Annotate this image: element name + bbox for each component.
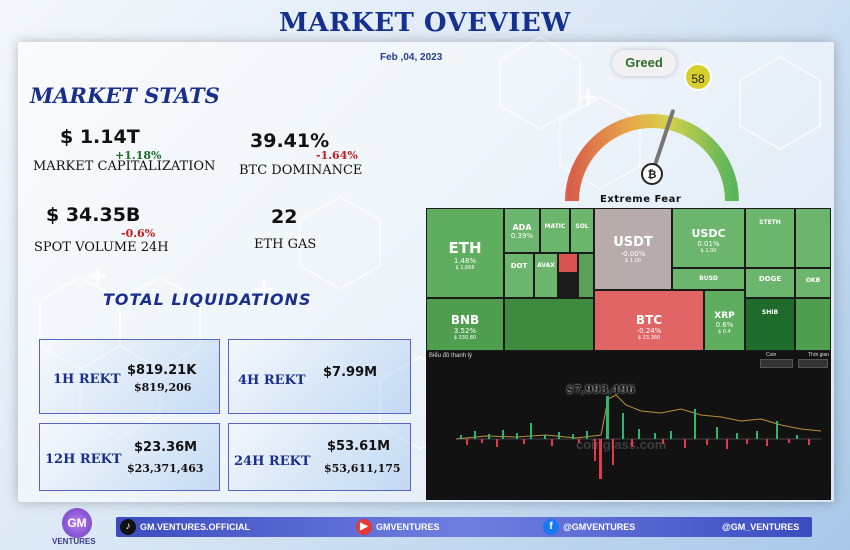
heatmap-tile-usdt[interactable]: USDT -0.00% $ 1.00 xyxy=(594,208,672,290)
time-select[interactable] xyxy=(798,359,828,368)
heatmap-small-coins xyxy=(504,298,594,351)
heatmap-tile-sol[interactable]: SOL xyxy=(570,208,594,253)
heatmap-tile-eth[interactable]: ETH 1.48% $ 1,666 xyxy=(426,208,504,298)
facebook-handle[interactable]: @GMVENTURES xyxy=(563,522,636,532)
liq-big-1h: $819.21K xyxy=(127,363,197,378)
liq-label-1h: 1H REKT xyxy=(53,372,121,387)
liq-bars xyxy=(455,394,822,479)
btc-dominance-stat: 39.41% xyxy=(250,130,329,152)
tiktok-handle[interactable]: GM.VENTURES.OFFICIAL xyxy=(140,522,250,532)
liq-label-12h: 12H REKT xyxy=(45,452,122,467)
liq-box-12h xyxy=(39,423,220,491)
heatmap-tile-misc-1[interactable] xyxy=(795,208,831,268)
liq-small-12h: $23,371,463 xyxy=(127,462,204,475)
heatmap-tile-doge[interactable]: DOGE xyxy=(745,268,795,298)
heatmap-tile-xrp[interactable]: XRP 0.6% $ 0.4 xyxy=(704,290,745,351)
gauge-arc xyxy=(565,114,739,202)
btc-dominance-change: -1.64% xyxy=(316,149,358,162)
market-cap-stat: $ 1.14T xyxy=(60,126,140,148)
liq-chart-annotation: $7,993,496 xyxy=(566,383,635,396)
liq-box-1h xyxy=(39,339,220,414)
extreme-fear-label: Extreme Fear xyxy=(600,194,682,205)
footer-bar xyxy=(116,517,812,537)
liq-big-4h: $7.99M xyxy=(323,365,378,380)
spot-volume-change: -0.6% xyxy=(121,227,156,240)
liq-big-12h: $23.36M xyxy=(134,440,198,455)
heatmap-tile-ada[interactable]: ADA 0.39% xyxy=(504,208,540,253)
liq-chart-title: Biểu đồ thanh lý xyxy=(429,353,473,359)
svg-text:₿: ₿ xyxy=(648,168,657,181)
gauge-needle xyxy=(650,109,675,176)
liquidations-title: TOTAL LIQUIDATIONS xyxy=(103,290,312,309)
heatmap-tile-dot[interactable]: DOT xyxy=(504,253,534,298)
eth-gas-label: ETH GAS xyxy=(254,237,317,252)
eth-gas-value: 22 xyxy=(271,206,298,228)
heatmap-tile-busd[interactable]: BUSD xyxy=(672,268,745,290)
heatmap-tile-matic[interactable]: MATIC xyxy=(540,208,570,253)
heatmap-tile-small-red[interactable] xyxy=(558,253,578,273)
liq-big-24h: $53.61M xyxy=(327,439,391,454)
brand-name: VENTURES xyxy=(52,537,96,546)
tiktok-icon[interactable]: ♪ xyxy=(120,519,136,535)
heatmap-tile-okb[interactable]: OKB xyxy=(795,268,831,298)
youtube-handle[interactable]: GMVENTURES xyxy=(376,522,440,532)
heatmap-tile-usdc[interactable]: USDC 0.01% $ 1.00 xyxy=(672,208,745,268)
coin-select[interactable] xyxy=(760,359,793,368)
liq-label-24h: 24H REKT xyxy=(234,454,311,469)
report-date: Feb ,04, 2023 xyxy=(380,52,443,63)
page-title: MARKET OVEVIEW xyxy=(279,8,571,38)
spot-volume-label: SPOT VOLUME 24H xyxy=(34,240,169,255)
liq-small-1h: $819,206 xyxy=(134,381,192,394)
market-cap-change: +1.18% xyxy=(115,149,162,162)
heatmap-tile-bnb[interactable]: BNB 3.52% $ 330.80 xyxy=(426,298,504,351)
btc-dominance-label: BTC DOMINANCE xyxy=(239,163,363,178)
liq-small-24h: $53,611,175 xyxy=(324,462,401,475)
liq-chart-time-label: Thời gian xyxy=(808,352,830,358)
market-cap-value: $ 1.14T xyxy=(60,126,140,148)
facebook-icon[interactable]: f xyxy=(543,519,559,535)
twitter-handle[interactable]: @GM_VENTURES xyxy=(722,522,800,532)
market-stats-title: MARKET STATS xyxy=(30,83,220,108)
fear-greed-gauge: ₿ xyxy=(565,109,739,202)
greed-label: Greed xyxy=(612,50,676,76)
eth-gas-stat: 22 xyxy=(271,206,297,228)
liq-chart-coin-label: Coin xyxy=(766,352,777,358)
heatmap-tile-avax[interactable]: AVAX xyxy=(534,253,558,298)
gm-logo: GM xyxy=(62,508,92,538)
fear-greed-value: 58 xyxy=(684,63,712,91)
heatmap-tile-misc-2[interactable] xyxy=(795,298,831,351)
liq-box-24h xyxy=(228,423,411,491)
liq-label-4h: 4H REKT xyxy=(238,373,306,388)
market-cap-label: MARKET CAPITALIZATION xyxy=(33,159,216,174)
heatmap-tile-btc[interactable]: BTC -0.24% $ 23,380 xyxy=(594,290,704,351)
bitcoin-icon xyxy=(641,163,663,185)
heatmap-tile-steth[interactable]: STETH xyxy=(745,208,795,268)
coinglass-watermark: coinglass.com xyxy=(576,437,667,452)
crypto-heatmap: ETH 1.48% $ 1,666 BNB 3.52% $ 330.80 ADA… xyxy=(426,208,831,351)
liquidation-chart: Biểu đồ thanh lý Coin Thời gian $7,993,4… xyxy=(426,351,831,500)
spot-volume-value: $ 34.35B xyxy=(46,204,141,226)
heatmap-tile-shib[interactable]: SHIB xyxy=(745,298,795,351)
btc-dominance-value: 39.41% xyxy=(250,130,330,152)
liq-box-4h xyxy=(228,339,411,414)
youtube-icon[interactable]: ▶ xyxy=(356,519,372,535)
heatmap-tile-small-green[interactable] xyxy=(578,253,594,298)
spot-volume-stat: $ 34.35B xyxy=(46,204,140,226)
